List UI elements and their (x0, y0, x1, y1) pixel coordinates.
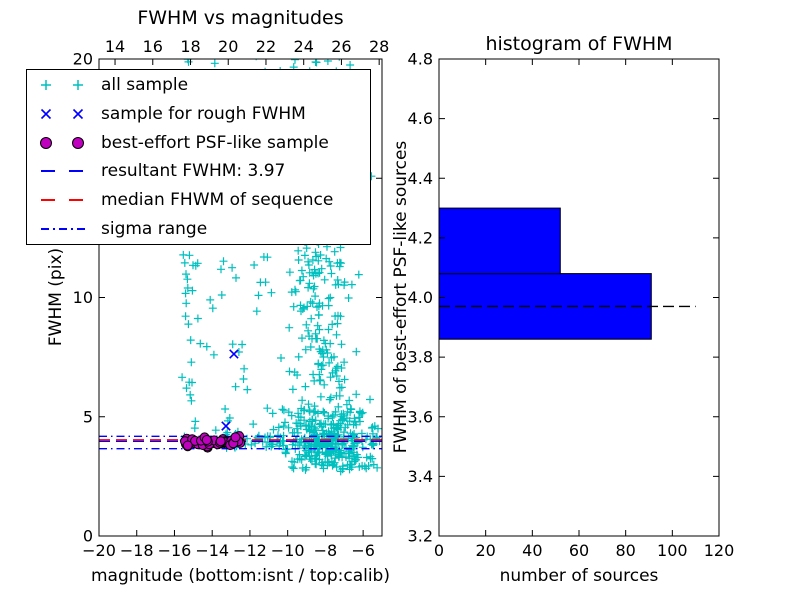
legend-label: sigma range (101, 218, 208, 239)
top-tick-label: 24 (294, 37, 314, 56)
y-tick-label: 3.6 (408, 407, 433, 426)
x-tick-label: −6 (351, 541, 375, 560)
x-tick-label: −12 (233, 541, 267, 560)
y-tick-label: 3.4 (408, 467, 433, 486)
x-tick-label: 0 (434, 541, 444, 560)
left-plot-data (99, 59, 382, 476)
legend-label: median FHWM of sequence (101, 190, 334, 211)
x-tick-label: −20 (82, 541, 116, 560)
left-plot-title: FWHM vs magnitudes (137, 7, 343, 29)
legend-entry-all-sample: all sample (27, 72, 370, 99)
top-tick-label: 28 (369, 37, 389, 56)
dashed-line-icon (41, 199, 83, 202)
y-tick-label: 4.4 (408, 169, 433, 188)
right-xaxis-label: number of sources (500, 566, 659, 586)
x-tick-label: 120 (704, 541, 735, 560)
x-tick-label: 80 (615, 541, 635, 560)
y-tick-label: 3.2 (408, 527, 433, 546)
left-xaxis-label: magnitude (bottom:isnt / top:calib) (91, 566, 390, 586)
top-tick-label: 22 (256, 37, 276, 56)
plus-marker-icon (41, 80, 83, 91)
top-tick-label: 16 (143, 37, 163, 56)
circle-glyph (40, 136, 52, 149)
legend-entry-psf-sample: best-effort PSF-like sample (27, 129, 370, 156)
legend-entry-sigma-range: sigma range (27, 215, 370, 242)
psf-sample-point (215, 436, 226, 447)
y-tick-label: 0 (83, 527, 93, 546)
y-tick-label: 4.8 (408, 50, 433, 69)
legend-label: sample for rough FWHM (101, 103, 306, 124)
rough-fwhm-points (221, 349, 239, 431)
legend-entry-rough-fwhm: sample for rough FWHM (27, 100, 370, 127)
plus-glyph (73, 80, 83, 91)
y-tick-label: 4.6 (408, 109, 433, 128)
x-tick-label: 100 (657, 541, 688, 560)
left-yaxis-label: FWHM (pix) (46, 248, 66, 346)
hist-bar (438, 207, 561, 275)
y-tick-label: 5 (83, 407, 93, 426)
x-glyph (72, 108, 84, 119)
right-plot-title: histogram of FWHM (485, 33, 672, 55)
x-tick-label: 40 (522, 541, 542, 560)
legend-entry-resultant-fwhm: resultant FWHM: 3.97 (27, 158, 370, 185)
dashdot-line-icon (41, 227, 85, 230)
x-marker-icon (40, 108, 84, 119)
y-tick-label: 3.8 (408, 348, 433, 367)
plus-glyph (41, 80, 51, 91)
circle-marker-icon (40, 136, 84, 149)
x-glyph (40, 108, 52, 119)
top-tick-label: 26 (331, 37, 351, 56)
legend: all sample sample for rough FWHM best-ef… (26, 69, 371, 245)
x-tick-label: −16 (158, 541, 192, 560)
top-tick-label: 18 (180, 37, 200, 56)
psf-sample-point (182, 440, 193, 451)
x-tick-label: −14 (195, 541, 229, 560)
legend-entry-median-fwhm: median FHWM of sequence (27, 187, 370, 214)
right-yaxis-label: FWHM of best-effort PSF-like sources (391, 141, 411, 454)
circle-glyph (72, 136, 84, 149)
dashed-line-icon (41, 170, 83, 173)
x-tick-label: −8 (314, 541, 338, 560)
psf-sample-point (201, 435, 212, 445)
y-tick-label: 20 (73, 50, 93, 69)
right-plot: 0 20 40 60 80 100 120 3.2 3.4 3.6 3.8 4.0 4.2 4.4 4.6 4… (408, 50, 735, 561)
legend-label: all sample (101, 75, 189, 96)
legend-label: best-effort PSF-like sample (101, 132, 329, 153)
y-tick-label: 4.0 (408, 288, 433, 307)
x-tick-label: 20 (475, 541, 495, 560)
top-tick-label: 20 (218, 37, 238, 56)
top-tick-label: 14 (105, 37, 125, 56)
x-tick-label: −10 (271, 541, 305, 560)
psf-sample-point (230, 432, 241, 443)
y-tick-label: 10 (73, 288, 93, 307)
legend-label: resultant FWHM: 3.97 (101, 161, 286, 182)
y-tick-label: 4.2 (408, 228, 433, 247)
x-tick-label: −18 (120, 541, 154, 560)
right-ticks: 0 20 40 60 80 100 120 3.2 3.4 3.6 3.8 4.0 4.2 4.4 4.6 4… (408, 50, 735, 561)
x-tick-label: 60 (569, 541, 589, 560)
